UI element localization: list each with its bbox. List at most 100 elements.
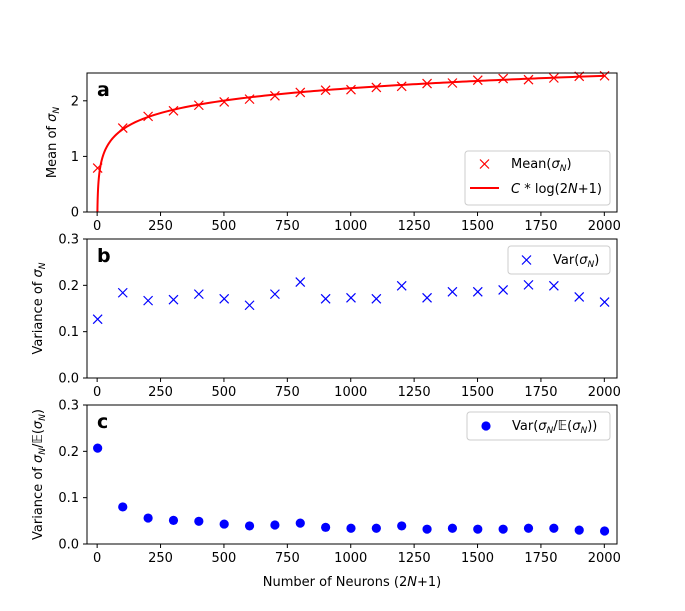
panel-c-xtick-label-7: 1750 (524, 551, 557, 566)
panel-c-ytick-label-0: 0.0 (58, 538, 79, 553)
panel-b-point-3 (168, 294, 179, 305)
panel-a-xtick-label-0: 0 (93, 219, 101, 234)
panel-c-ytick-label-1: 0.1 (58, 491, 79, 506)
panel-b-letter: b (97, 245, 111, 267)
panel-c-ytick-label-3: 0.3 (58, 399, 79, 414)
panel-c-point-11 (371, 523, 381, 533)
panel-a-ytick-label-1: 1 (71, 150, 79, 165)
panel-a-point-5 (219, 96, 230, 107)
panel-b-point-16 (498, 285, 509, 295)
panel-a-point-7 (269, 90, 280, 101)
panel-a-ytick-label-2: 2 (71, 94, 79, 109)
panel-a-point-12 (396, 81, 407, 92)
panel-c-xtick-label-4: 1000 (334, 551, 367, 566)
panel-c-point-3 (168, 515, 179, 525)
panel-b-point-5 (219, 293, 230, 304)
panel-c-point-19 (574, 525, 584, 535)
panel-a-xtick-label-3: 750 (275, 219, 300, 234)
panel-a-xtick-label-8: 2000 (588, 219, 621, 234)
panel-b: 0 250 500 750 1000 1250 1500 1750 2000 0.0 0.1 0.2… (31, 233, 621, 401)
panel-b-xtick-label-0: 0 (93, 385, 101, 400)
panel-b-point-4 (193, 289, 204, 300)
panel-b-point-8 (295, 277, 306, 288)
panel-b-frame (86, 238, 618, 379)
panel-b-ytick-label-0: 0.0 (58, 372, 79, 387)
panel-b-point-11 (371, 293, 382, 304)
panel-c-legend-box (466, 411, 611, 441)
panel-a-legend-marker-x (479, 159, 490, 169)
panel-a-xtick-label-5: 1250 (398, 219, 431, 234)
panel-a-xtick-label-2: 500 (212, 219, 237, 234)
panel-c-xtick-label-0: 0 (93, 551, 101, 566)
panel-a-legend-box (464, 150, 611, 206)
panel-a-letter: a (97, 79, 110, 101)
panel-c-point-18 (549, 523, 559, 533)
panel-b-point-14 (447, 286, 458, 297)
panel-c-point-10 (346, 523, 356, 533)
panel-c-point-9 (321, 522, 331, 532)
panel-a-ytick-label-0: 0 (71, 206, 79, 221)
panel-b-point-17 (523, 279, 534, 290)
panel-c-point-12 (397, 521, 407, 531)
panel-c-point-2 (143, 513, 153, 523)
panel-b-xtick-label-6: 1500 (461, 385, 494, 400)
panel-a-frame (86, 72, 618, 213)
panel-a-xtick-label-7: 1750 (524, 219, 557, 234)
panel-c-xtick-label-6: 1500 (461, 551, 494, 566)
panel-c-letter: c (97, 411, 108, 433)
panel-c-point-4 (194, 516, 204, 526)
panel-b-ytick-label-1: 0.1 (58, 325, 79, 340)
panel-b-ytick-label-2: 0.2 (58, 279, 79, 294)
panel-b-point-19 (574, 291, 585, 302)
panel-b-xtick-label-3: 750 (275, 385, 300, 400)
panel-c-xtick-label-2: 500 (212, 551, 237, 566)
panel-b-point-6 (244, 300, 255, 311)
panel-b-xtick-label-2: 500 (212, 385, 237, 400)
panel-a: 0 250 500 750 1000 1250 1500 1750 2000 0 1 2 a Mea… (45, 70, 621, 234)
panel-b-ytick-label-3: 0.3 (58, 233, 79, 248)
panel-c-frame (86, 404, 618, 545)
panel-b-xtick-label-1: 250 (148, 385, 173, 400)
panel-a-fit-curve (96, 74, 605, 213)
panel-a-xtick-label-4: 1000 (334, 219, 367, 234)
panel-b-point-12 (396, 280, 407, 291)
panel-c-point-16 (498, 524, 508, 534)
panel-a-xtick-label-6: 1500 (461, 219, 494, 234)
x-axis-label: Number of Neurons (2N+1) (263, 575, 441, 590)
panel-c-xtick-label-8: 2000 (588, 551, 621, 566)
panel-b-point-9 (320, 293, 331, 304)
panel-b-point-7 (269, 289, 280, 300)
panel-c-point-6 (244, 521, 255, 531)
panel-a-point-16 (498, 73, 509, 84)
panel-b-legend-box (507, 245, 611, 275)
panel-b-point-10 (346, 292, 356, 303)
panel-c-point-17 (523, 523, 534, 533)
panel-c-point-7 (270, 520, 280, 530)
panel-b-legend-marker-x (521, 255, 532, 265)
panel-c-legend: Var(σN/𝔼(σN)) (466, 411, 611, 441)
panel-a-legend: Mean(σN) C * log(2N+1) (464, 150, 611, 206)
panel-a-legend-mean: Mean(σN) (511, 157, 572, 174)
panel-c-point-13 (422, 524, 432, 534)
panel-a-ylabel: Mean of σN (45, 107, 62, 178)
panel-b-point-15 (472, 286, 483, 297)
panel-c-point-14 (447, 523, 458, 533)
panel-c-point-20 (599, 526, 610, 536)
panel-c-xtick-label-1: 250 (148, 551, 173, 566)
panel-a-xtick-label-1: 250 (148, 219, 173, 234)
panel-b-point-2 (143, 295, 154, 306)
panel-a-point-3 (168, 105, 179, 116)
panel-b-point-20 (599, 297, 610, 307)
panel-c-ytick-label-2: 0.2 (58, 445, 79, 460)
panel-c-point-1 (118, 502, 128, 512)
panel-b-xtick-label-5: 1250 (398, 385, 431, 400)
panel-a-legend-fit: C * log(2N+1) (511, 182, 602, 197)
panel-c-ylabel: Variance of σN/𝔼(σN) (31, 409, 48, 540)
panel-b-ylabel: Variance of σN (31, 262, 48, 354)
panel-c-point-15 (473, 524, 483, 534)
panel-a-point-10 (346, 84, 356, 95)
panel-b-point-1 (117, 287, 128, 298)
panel-c-legend-marker-dot (481, 421, 491, 431)
